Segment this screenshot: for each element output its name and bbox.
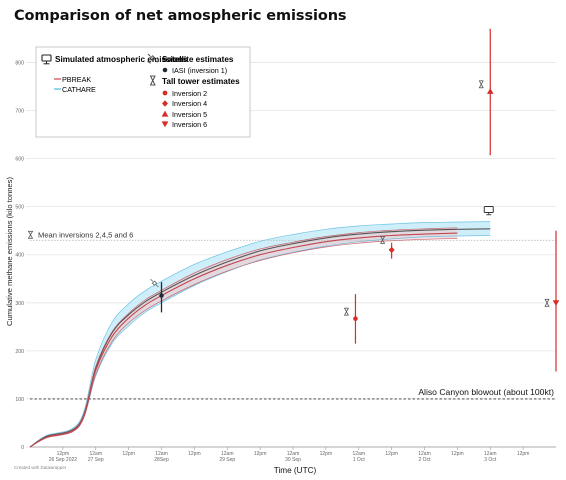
x-tick-label: 12am: [287, 451, 300, 457]
inversion-marker: [388, 246, 395, 254]
inversion-marker: [353, 316, 358, 321]
estimate-points: [150, 28, 560, 372]
x-tick-label: 12pm: [57, 451, 70, 457]
x-tick-sublabel: 26 Sep 2022: [49, 457, 78, 463]
inversion-2-legend-marker: [162, 90, 168, 96]
x-tick-label: 12pm: [122, 451, 135, 457]
cathare-lower-bound-line: [29, 235, 491, 448]
x-tick-sublabel: 29 Sep: [219, 457, 235, 463]
x-tick-label: 12am: [155, 451, 168, 457]
tall-tower-icon: [150, 75, 156, 86]
y-tick-label: 100: [15, 397, 24, 403]
legend-inversion-5: Inversion 5: [172, 110, 207, 119]
legend-pbreak: PBREAK: [62, 75, 91, 84]
reference-lines: Aliso Canyon blowout (about 100kt) Mean …: [28, 230, 556, 400]
chart-title: Comparison of net amospheric emissions: [14, 8, 347, 24]
x-tick-sublabel: 1 Oct: [353, 457, 366, 463]
x-tick-label: 12am: [221, 451, 234, 457]
x-tick-label: 12am: [418, 451, 431, 457]
x-tick-label: 12am: [89, 451, 102, 457]
aliso-canyon-label: Aliso Canyon blowout (about 100kt): [418, 387, 554, 397]
x-tick-label: 12pm: [385, 451, 398, 457]
uncertainty-bands: [30, 221, 491, 447]
x-tick-label: 12pm: [451, 451, 464, 457]
legend-cathare: CATHARE: [62, 85, 96, 94]
y-tick-label: 400: [15, 253, 24, 259]
y-axis-label: Cumulative methane emissions (kilo tonne…: [5, 177, 14, 326]
pbreak-uncertainty-band: [30, 227, 458, 447]
x-axis-label: Time (UTC): [274, 466, 317, 475]
y-tick-label: 700: [15, 109, 24, 115]
legend-satellite-heading: Satellite estimates: [162, 55, 234, 64]
simulation-end-monitor-icon: [483, 205, 494, 216]
x-tick-label: 12am: [352, 451, 365, 457]
x-tick-sublabel: 28Sep: [154, 457, 169, 463]
x-tick-sublabel: 2 Oct: [419, 457, 432, 463]
footer-credit: Created with Datawrapper: [14, 465, 67, 470]
y-tick-label: 0: [21, 445, 24, 451]
iasi-marker: [159, 293, 164, 298]
legend-inversion-4: Inversion 4: [172, 99, 207, 108]
y-tick-label: 200: [15, 349, 24, 355]
cathare-upper-bound-line: [29, 221, 491, 448]
mean-inversions-label: Mean inversions 2,4,5 and 6: [38, 230, 133, 239]
y-tick-label: 600: [15, 157, 24, 163]
inversion-marker: [552, 300, 560, 306]
satellite-icon: [147, 53, 158, 64]
x-tick-label: 12am: [484, 451, 497, 457]
mean-tower-icon: [28, 230, 33, 239]
y-tick-label: 800: [15, 60, 24, 66]
series-lines: [29, 221, 491, 448]
inversion-tower-icon: [380, 236, 385, 244]
y-tick-label: 500: [15, 205, 24, 211]
pbreak-series-line: [29, 232, 458, 448]
legend-inversion-6: Inversion 6: [172, 120, 207, 129]
monitor-icon: [41, 54, 52, 65]
x-tick-sublabel: 3 Oct: [484, 457, 497, 463]
cathare-series-line: [29, 228, 491, 448]
legend: Simulated atmospheric emissions PBREAK C…: [35, 46, 251, 138]
legend-iasi: IASI (inversion 1): [172, 66, 227, 75]
inversion-marker: [486, 88, 494, 94]
x-tick-label: 12pm: [254, 451, 267, 457]
inversion-tower-icon: [544, 298, 550, 307]
legend-inversion-2: Inversion 2: [172, 89, 207, 98]
inversion-tower-icon: [344, 307, 349, 316]
x-tick-sublabel: 27 Sep: [88, 457, 104, 463]
iasi-satellite-icon: [150, 278, 159, 288]
x-tick-label: 12pm: [188, 451, 201, 457]
iasi-legend-marker: [162, 67, 168, 73]
x-tick-sublabel: 30 Sep: [285, 457, 301, 463]
inversion-6-legend-marker: [161, 121, 169, 128]
inversion-4-legend-marker: [162, 100, 168, 107]
y-tick-labels: 0 100 200 300 400 500 600 700 800: [15, 60, 24, 451]
legend-box: [35, 46, 251, 138]
pbreak-upper-bound-line: [29, 227, 458, 448]
pbreak-lower-bound-line: [29, 238, 458, 448]
inversion-tower-icon: [478, 80, 484, 89]
inversion-5-legend-marker: [161, 110, 169, 117]
x-tick-label: 12pm: [320, 451, 333, 457]
legend-simulated-heading: Simulated atmospheric emissions: [55, 55, 188, 64]
legend-tower-heading: Tall tower estimates: [162, 77, 240, 86]
y-tick-label: 300: [15, 301, 24, 307]
x-tick-label: 12pm: [517, 451, 530, 457]
